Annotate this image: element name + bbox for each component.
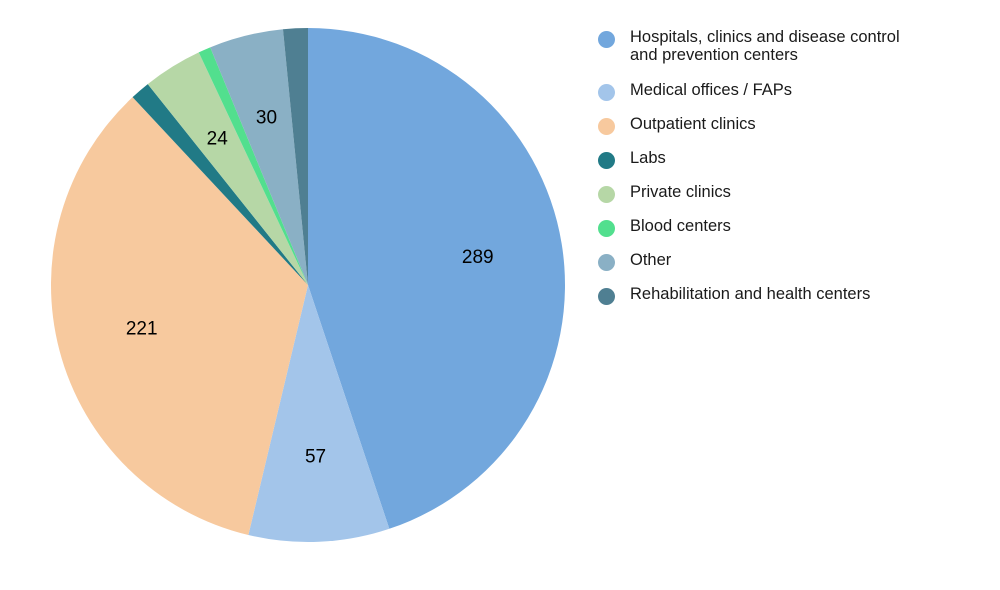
legend-item-private-clinics: Private clinics [598, 183, 930, 203]
pie-slice-other [210, 29, 308, 285]
legend-swatch [598, 152, 615, 169]
legend-label: Medical offices / FAPs [630, 81, 793, 99]
legend-item-rehabilitation-and-health-centers: Rehabilitation and health centers [598, 285, 930, 305]
pie-slice-blood-centers [198, 47, 308, 286]
pie-slice-labs [132, 84, 308, 285]
legend-label: Private clinics [630, 183, 731, 201]
legend-swatch [598, 220, 615, 237]
legend-item-blood-centers: Blood centers [598, 217, 930, 237]
legend-item-medical-offices-faps: Medical offices / FAPs [598, 81, 930, 101]
legend-label: Labs [630, 149, 666, 167]
legend-swatch [598, 31, 615, 48]
data-label-medical-offices-faps: 57 [305, 446, 326, 467]
pie-data-labels: 289 57 221 24 30 [126, 108, 494, 468]
data-label-other: 30 [256, 108, 277, 129]
legend-label: Outpatient clinics [630, 115, 756, 133]
pie-slice-hospitals-clinics-and-disease-control-and-prevention-centers [308, 28, 565, 529]
pie-slice-private-clinics [147, 52, 308, 285]
legend-swatch [598, 288, 615, 305]
legend-label: Hospitals, clinics and disease control a… [630, 28, 900, 64]
legend-item-labs: Labs [598, 149, 930, 169]
legend-item-outpatient-clinics: Outpatient clinics [598, 115, 930, 135]
legend-item-other: Other [598, 251, 930, 271]
legend-label: Blood centers [630, 217, 731, 235]
legend-label: Rehabilitation and health centers [630, 285, 871, 303]
legend-swatch [598, 254, 615, 271]
legend-swatch [598, 84, 615, 101]
pie-slice-rehabilitation-and-health-centers [282, 28, 308, 285]
legend-swatch [598, 118, 615, 135]
data-label-hospitals-clinics-and-disease-control-and-prevention-centers: 289 [462, 247, 494, 268]
data-label-outpatient-clinics: 221 [126, 318, 158, 339]
legend-swatch [598, 186, 615, 203]
pie-slice-medical-offices-faps [248, 285, 390, 542]
pie-slice-outpatient-clinics [51, 97, 309, 535]
data-label-private-clinics: 24 [207, 128, 229, 149]
legend-label: Other [630, 251, 672, 269]
legend-item-hospitals-clinics-and-disease-control-and-prevention-centers: Hospitals, clinics and disease control a… [598, 28, 930, 64]
pie-slices [51, 28, 565, 542]
